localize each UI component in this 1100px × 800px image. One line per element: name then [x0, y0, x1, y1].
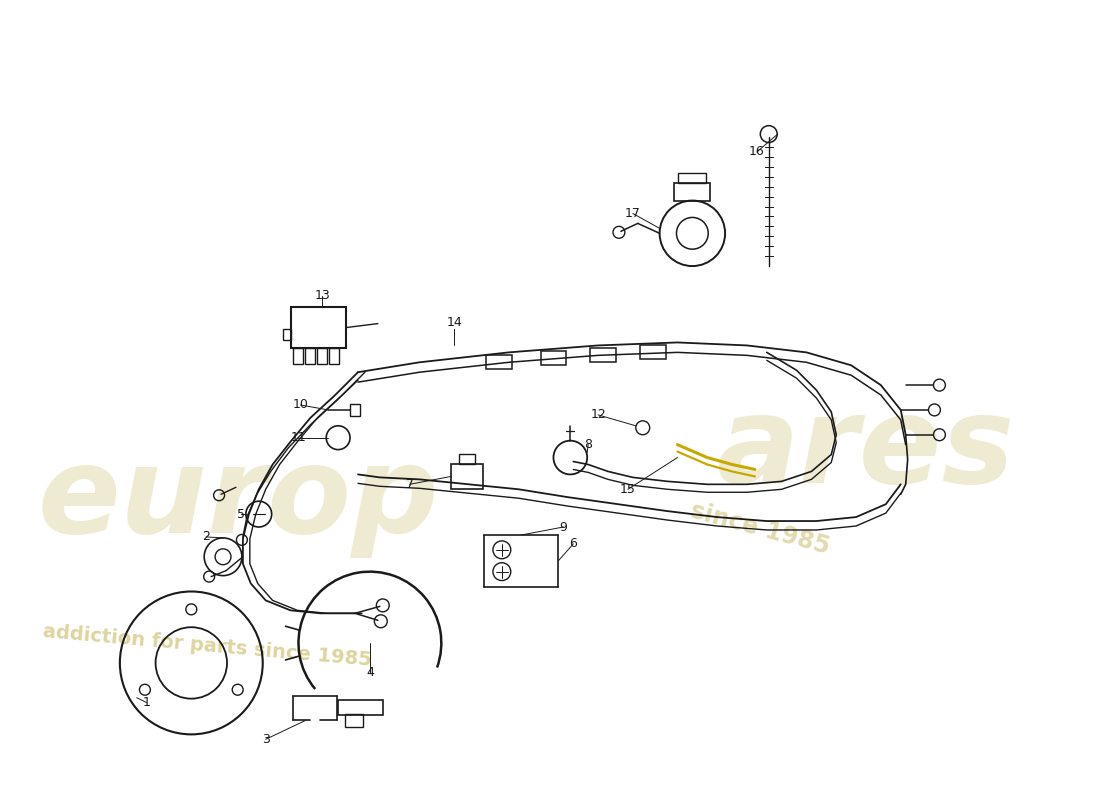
Text: since 1985: since 1985 [688, 499, 832, 559]
Bar [294, 349, 304, 364]
Text: 6: 6 [570, 538, 578, 550]
Bar [290, 306, 346, 349]
Text: 2: 2 [202, 530, 210, 543]
Bar [345, 714, 363, 727]
Bar [540, 351, 566, 366]
Text: 8: 8 [584, 438, 592, 451]
Text: 10: 10 [293, 398, 308, 411]
Text: 7: 7 [406, 478, 414, 491]
Text: addiction for parts since 1985: addiction for parts since 1985 [43, 622, 373, 670]
Bar [317, 349, 327, 364]
Text: europ: europ [37, 441, 439, 558]
Bar [674, 182, 711, 201]
Text: 1: 1 [143, 696, 151, 709]
Text: 13: 13 [315, 290, 330, 302]
Text: 17: 17 [625, 207, 641, 220]
Bar [338, 700, 383, 714]
Text: 15: 15 [620, 482, 636, 496]
Bar [451, 463, 483, 490]
Bar [306, 349, 316, 364]
Bar [329, 349, 339, 364]
Text: 4: 4 [366, 666, 374, 679]
Text: 14: 14 [447, 316, 462, 329]
Bar [679, 173, 706, 182]
Text: 3: 3 [262, 733, 270, 746]
Bar [640, 346, 666, 359]
Bar [486, 355, 512, 370]
Text: ares: ares [717, 391, 1015, 508]
Bar [459, 454, 475, 463]
Text: 12: 12 [591, 408, 606, 422]
Bar [283, 329, 290, 341]
Bar [350, 404, 360, 416]
Bar [591, 349, 616, 362]
Text: 16: 16 [749, 146, 764, 158]
Text: 11: 11 [290, 431, 306, 444]
Text: 9: 9 [560, 521, 568, 534]
Text: 5: 5 [236, 508, 245, 521]
